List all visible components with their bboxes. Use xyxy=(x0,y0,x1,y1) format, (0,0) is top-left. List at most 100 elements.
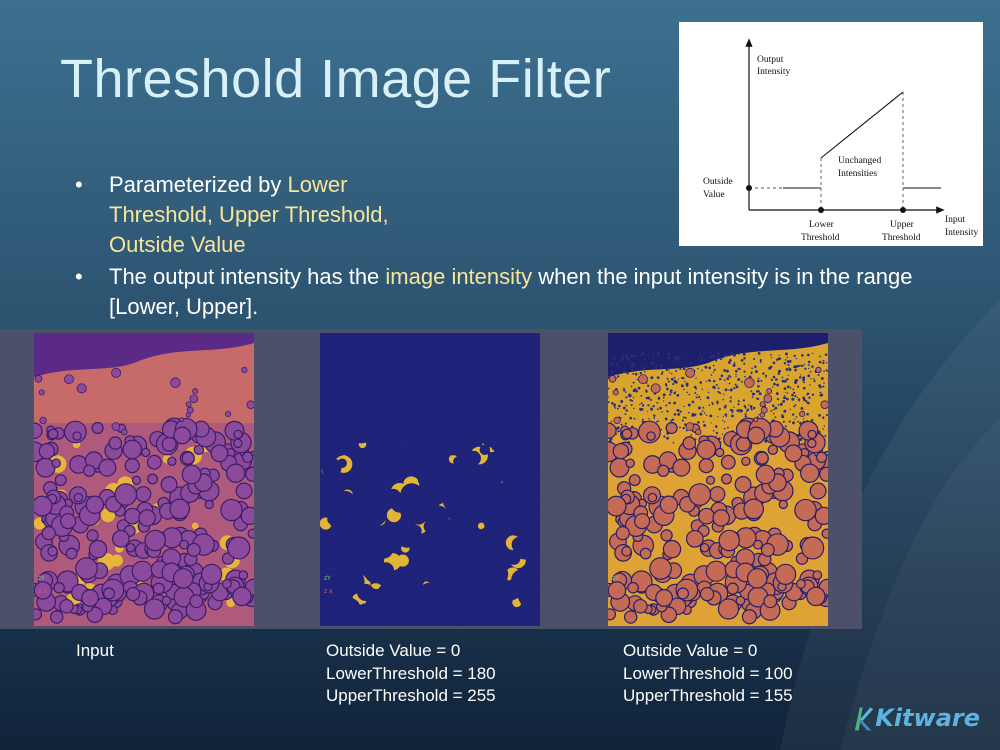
image-cell xyxy=(144,599,164,619)
image-speck xyxy=(613,357,615,359)
image-cell xyxy=(48,429,58,439)
image-cell xyxy=(236,483,252,499)
image-cell xyxy=(736,437,750,451)
image-cell xyxy=(613,444,628,459)
image-speck xyxy=(704,366,707,369)
image-speck xyxy=(654,354,655,355)
image-cell xyxy=(132,561,152,581)
image-cell xyxy=(513,464,531,482)
image-cell xyxy=(628,582,638,592)
image-cell xyxy=(815,507,828,524)
image-speck xyxy=(683,389,685,391)
image-cell xyxy=(320,496,338,516)
image-cell xyxy=(744,499,763,518)
image-speck xyxy=(797,421,799,423)
image-speck xyxy=(716,432,718,434)
outside-dot xyxy=(746,185,752,191)
image-speck xyxy=(623,370,626,373)
image-speck xyxy=(812,393,814,395)
image-cell xyxy=(234,430,242,438)
threshold-high-image: zY z x xyxy=(320,333,540,626)
image-speck xyxy=(683,427,685,429)
image-cell xyxy=(520,439,528,447)
image-cell xyxy=(761,407,767,413)
image-speck xyxy=(765,377,766,378)
image-speck xyxy=(616,433,617,434)
image-cell xyxy=(816,367,821,372)
image-speck xyxy=(771,379,773,381)
image-speck xyxy=(720,393,721,394)
image-cell xyxy=(813,571,822,580)
image-speck xyxy=(616,363,618,365)
image-speck xyxy=(702,389,703,390)
image-speck xyxy=(692,401,695,404)
image-speck xyxy=(632,373,634,375)
image-speck xyxy=(679,368,681,370)
image-cell xyxy=(626,459,634,467)
image-speck xyxy=(686,391,688,393)
image-cell xyxy=(39,390,44,395)
image-cell xyxy=(764,595,777,608)
image-cell xyxy=(479,389,484,394)
image-cell xyxy=(234,439,242,447)
image-cell xyxy=(66,548,77,559)
image-cell xyxy=(35,375,42,382)
image-speck xyxy=(631,356,633,358)
image-speck xyxy=(728,375,730,377)
image-speck xyxy=(673,442,675,444)
image-cell xyxy=(722,474,732,484)
image-speck xyxy=(735,374,736,375)
image-speck xyxy=(751,372,753,374)
threshold-diagram: Output Intensity Outside Value Unchanged… xyxy=(679,22,983,246)
image-cell xyxy=(460,427,477,444)
image-speck xyxy=(750,390,752,392)
image-speck xyxy=(641,352,644,355)
image-speck xyxy=(821,377,824,380)
image-cell xyxy=(687,531,704,548)
caption-line: UpperThreshold = 155 xyxy=(623,685,793,708)
image-speck xyxy=(728,390,729,391)
image-cell xyxy=(476,395,484,403)
image-speck xyxy=(773,362,776,365)
slide-title: Threshold Image Filter xyxy=(60,48,611,110)
upper-label-1: Upper xyxy=(890,220,915,230)
bullet-highlight: image intensity xyxy=(385,264,532,289)
image-speck xyxy=(673,402,676,405)
logo-text: Kitware xyxy=(875,704,980,732)
image-cell xyxy=(768,445,777,454)
image-speck xyxy=(743,371,745,373)
bullet-parameters: Parameterized by Lower Threshold, Upper … xyxy=(75,170,449,260)
image-cell xyxy=(656,590,673,607)
image-cell xyxy=(525,571,534,580)
image-speck xyxy=(773,413,775,415)
image-cell xyxy=(745,378,755,388)
image-speck xyxy=(755,370,758,373)
image-cell xyxy=(673,459,690,476)
image-speck xyxy=(675,381,678,384)
image-speck xyxy=(620,360,622,362)
image-axis-marker: z x xyxy=(38,588,47,595)
image-speck xyxy=(675,362,676,363)
image-speck xyxy=(688,404,691,407)
image-cell xyxy=(754,418,758,422)
image-speck xyxy=(802,365,804,367)
image-speck xyxy=(741,359,744,362)
image-cell xyxy=(34,496,52,516)
image-speck xyxy=(620,400,623,403)
image-cell xyxy=(60,600,73,613)
image-cell xyxy=(409,440,427,458)
upper-label-2: Threshold xyxy=(882,233,921,243)
image-cell xyxy=(697,440,715,458)
image-cell xyxy=(527,507,540,524)
image-speck xyxy=(803,398,806,401)
image-speck xyxy=(682,420,684,422)
image-cell xyxy=(802,537,824,559)
image-cell xyxy=(121,429,127,435)
image-speck xyxy=(713,430,715,432)
image-speck xyxy=(617,408,619,410)
image-speck xyxy=(611,363,613,365)
image-cell xyxy=(123,440,141,458)
unchanged-segment xyxy=(821,92,903,158)
image-speck xyxy=(804,368,806,370)
image-speck xyxy=(726,416,727,417)
